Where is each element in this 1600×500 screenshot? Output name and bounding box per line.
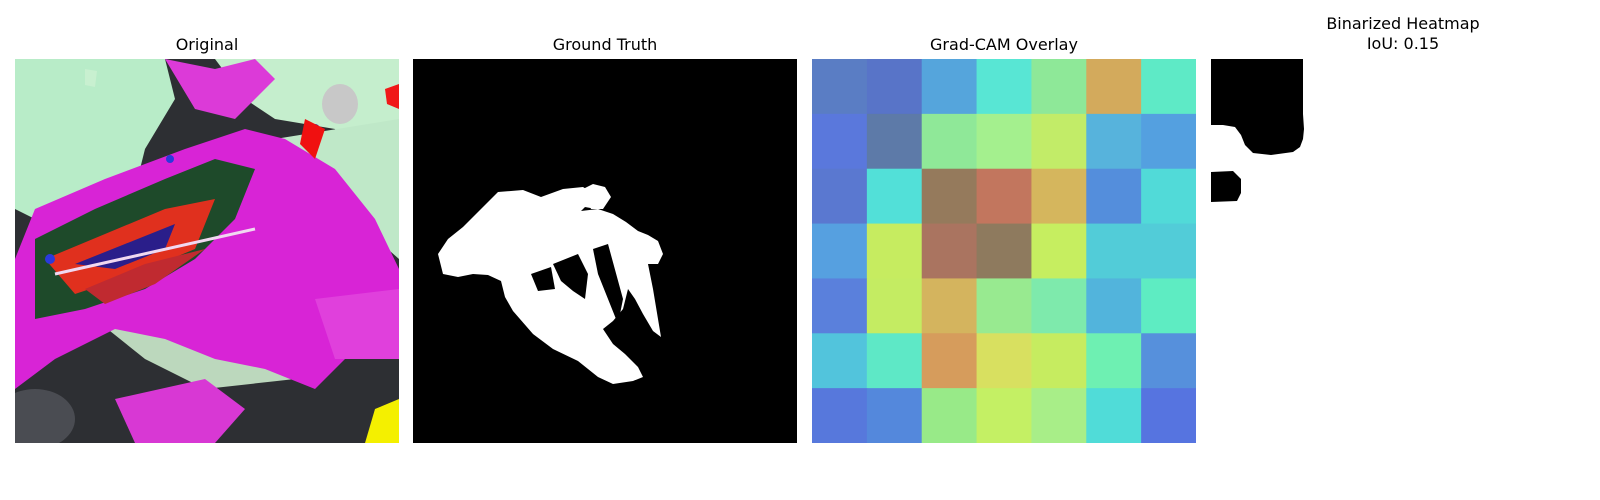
gradcam-cell bbox=[866, 113, 923, 170]
gradcam-cell bbox=[1086, 59, 1142, 115]
gradcam-cell bbox=[812, 113, 868, 170]
gradcam-cell bbox=[1141, 59, 1196, 115]
original-title: Original bbox=[175, 35, 239, 54]
iou-score: IoU: 0.15 bbox=[1366, 34, 1440, 53]
gradcam-cell bbox=[1086, 388, 1142, 443]
gradcam-cell bbox=[976, 333, 1032, 389]
gradcam-cell bbox=[1141, 333, 1196, 389]
binarized-heatmap bbox=[1211, 59, 1595, 443]
gradcam-cell bbox=[921, 59, 978, 115]
gradcam-cell bbox=[1031, 333, 1087, 389]
gradcam-cell bbox=[1031, 388, 1087, 443]
gradcam-cell bbox=[866, 333, 923, 389]
gradcam-cell bbox=[1141, 223, 1196, 279]
gradcam-cell bbox=[812, 168, 868, 225]
gradcam-cell bbox=[1086, 278, 1142, 334]
gradcam-cell bbox=[866, 223, 923, 279]
gradcam-cell bbox=[866, 278, 923, 334]
gradcam-cell bbox=[812, 278, 868, 334]
gradcam-cell bbox=[1031, 223, 1087, 279]
gradcam-cell bbox=[1031, 113, 1087, 170]
gradcam-cell bbox=[921, 278, 978, 334]
gradcam-cell bbox=[866, 59, 923, 115]
gradcam-cell bbox=[866, 388, 923, 443]
gradcam-cell bbox=[921, 168, 978, 225]
gradcam-cell bbox=[1031, 278, 1087, 334]
original-image bbox=[15, 59, 399, 443]
gradcam-cell bbox=[1086, 168, 1142, 225]
gradcam-cell bbox=[921, 333, 978, 389]
gradcam-cell bbox=[976, 223, 1032, 279]
gradcam-cell bbox=[976, 278, 1032, 334]
gradcam-cell bbox=[1141, 278, 1196, 334]
gradcam-cell bbox=[976, 113, 1032, 170]
gradcam-cell bbox=[1031, 59, 1087, 115]
gradcam-cell bbox=[976, 59, 1032, 115]
gradcam-cell bbox=[1141, 113, 1196, 170]
ground-truth-mask bbox=[413, 59, 797, 443]
gradcam-cell bbox=[921, 223, 978, 279]
gradcam-cell bbox=[1086, 333, 1142, 389]
gradcam-cell bbox=[812, 59, 868, 115]
gradcam-cell bbox=[866, 168, 923, 225]
gradcam-cell bbox=[921, 388, 978, 443]
gradcam-cell bbox=[812, 223, 868, 279]
gradcam-overlay-title: Grad-CAM Overlay bbox=[930, 35, 1078, 54]
gradcam-cell bbox=[1086, 223, 1142, 279]
gradcam-cell bbox=[1141, 388, 1196, 443]
binarized-heatmap-title-line: Binarized Heatmap bbox=[1326, 14, 1480, 33]
gradcam-cell bbox=[1086, 113, 1142, 170]
gradcam-cell bbox=[812, 333, 868, 389]
ground-truth-title: Ground Truth bbox=[552, 35, 658, 54]
gradcam-cell bbox=[1031, 168, 1087, 225]
gradcam-cell bbox=[1141, 168, 1196, 225]
gradcam-cell bbox=[976, 168, 1032, 225]
gradcam-cell bbox=[921, 113, 978, 170]
gradcam-overlay bbox=[812, 59, 1196, 443]
gradcam-cell bbox=[976, 388, 1032, 443]
gradcam-cell bbox=[812, 388, 868, 443]
binarized-heatmap-title: Binarized Heatmap IoU: 0.15 bbox=[1211, 14, 1595, 54]
